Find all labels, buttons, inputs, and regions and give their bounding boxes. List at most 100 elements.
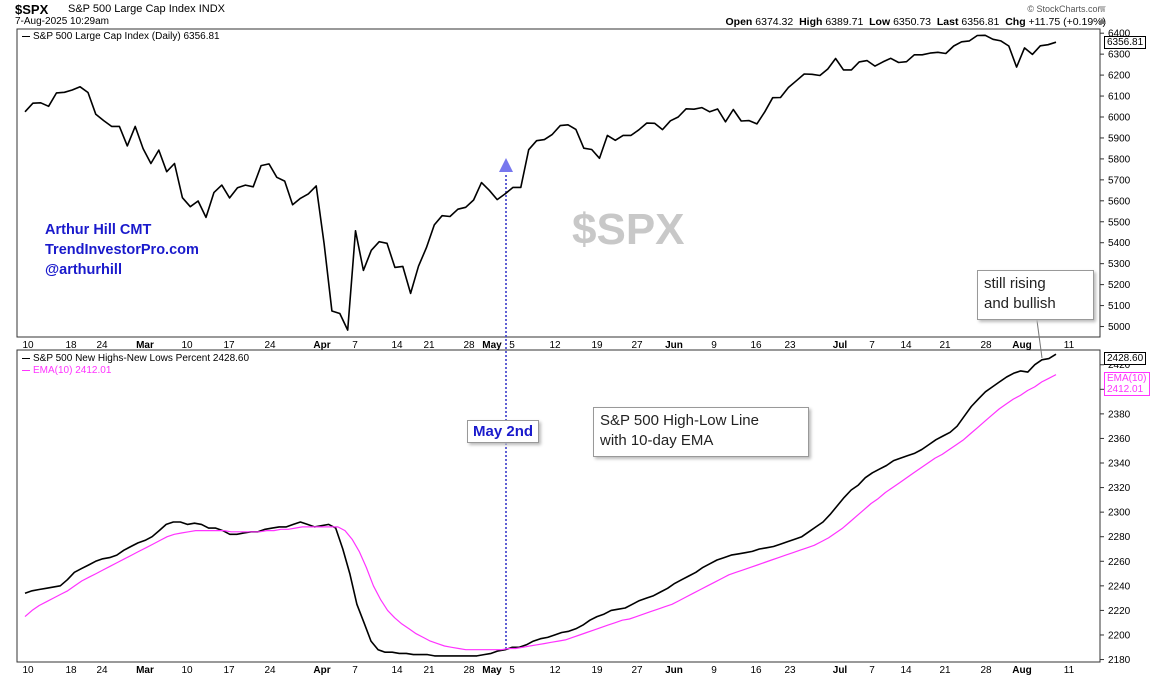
panel-border bbox=[16, 349, 1101, 663]
legend-line-icon bbox=[22, 35, 30, 37]
x-tick-label: 21 bbox=[423, 665, 435, 675]
last-value: 6356.81 bbox=[961, 16, 1000, 28]
y-tick-label: 6300 bbox=[1108, 50, 1131, 61]
source-link[interactable]: © StockCharts.com bbox=[1027, 4, 1105, 14]
highlow-x-axis: 10 18 24 Mar 10 17 24 Apr 7 14 21 28 May 5 12 19 27 Jun 9 1… bbox=[22, 665, 1074, 675]
still-rising-line2: and bullish bbox=[984, 295, 1056, 312]
scroll-up-icon[interactable] bbox=[1098, 6, 1106, 12]
x-tick-label: 17 bbox=[223, 665, 235, 675]
low-label: Low bbox=[869, 16, 891, 28]
scroll-down-icon[interactable] bbox=[1098, 18, 1106, 24]
x-tick-label: 16 bbox=[750, 665, 762, 675]
highlow-line-note: S&P 500 High-Low Line with 10-day EMA bbox=[593, 407, 809, 457]
y-tick-label: 5700 bbox=[1108, 175, 1131, 186]
x-tick-label: 18 bbox=[65, 665, 77, 675]
x-tick-label: 7 bbox=[352, 665, 358, 675]
x-tick-label: Aug bbox=[1012, 340, 1031, 351]
y-tick-label: 2420 bbox=[1108, 360, 1131, 371]
low-value: 6350.73 bbox=[893, 16, 932, 28]
chg-value: +11.75 (+0.19%) bbox=[1028, 16, 1106, 28]
x-tick-label: 21 bbox=[423, 340, 435, 351]
y-tick-label: 6200 bbox=[1108, 71, 1131, 82]
credit-handle: @arthurhill bbox=[45, 262, 122, 278]
x-tick-label: Apr bbox=[313, 340, 330, 351]
may-2nd-marker-line bbox=[499, 158, 513, 650]
ohlc-readout: Open 6374.32 High 6389.71 Low 6350.73 La… bbox=[726, 16, 1107, 28]
credit-author: Arthur Hill CMT bbox=[45, 222, 152, 238]
ema-series bbox=[24, 374, 1057, 651]
x-tick-label: 14 bbox=[900, 340, 912, 351]
y-tick-label: 5400 bbox=[1108, 238, 1131, 249]
open-label: Open bbox=[725, 16, 753, 28]
x-tick-label: Mar bbox=[136, 665, 154, 675]
highlow-last-value-box: 2428.60 bbox=[1104, 352, 1147, 365]
index-name: S&P 500 Large Cap Index INDX bbox=[68, 3, 225, 15]
x-tick-label: 28 bbox=[980, 665, 992, 675]
x-tick-label: 9 bbox=[711, 665, 717, 675]
x-tick-label: 11 bbox=[1064, 340, 1075, 351]
x-tick-label: 5 bbox=[509, 340, 515, 351]
panel-border bbox=[16, 28, 1101, 338]
x-tick-label: 21 bbox=[939, 665, 951, 675]
y-tick-label: 2300 bbox=[1108, 508, 1131, 519]
price-panel-title: S&P 500 Large Cap Index (Daily) 6356.81 bbox=[33, 31, 220, 42]
y-tick-label: 5200 bbox=[1108, 280, 1131, 291]
price-x-axis: 10 18 24 Mar 10 17 24 Apr 7 14 21 28 May 5 12 19 27 Jun 9 1… bbox=[22, 340, 1074, 351]
x-tick-label: 27 bbox=[631, 340, 643, 351]
y-tick-label: 6400 bbox=[1108, 29, 1131, 40]
price-line bbox=[24, 34, 1057, 331]
ema-legend-label: EMA(10) 2412.01 bbox=[33, 365, 112, 376]
x-tick-label: 23 bbox=[784, 340, 796, 351]
y-tick-label: 2340 bbox=[1108, 459, 1131, 470]
highlow-note-line1: S&P 500 High-Low Line bbox=[600, 412, 759, 429]
x-tick-label: 10 bbox=[22, 665, 34, 675]
y-tick-label: 2360 bbox=[1108, 434, 1131, 445]
ticker-watermark: $SPX bbox=[572, 205, 685, 254]
x-tick-label: 18 bbox=[65, 340, 77, 351]
x-tick-label: Mar bbox=[136, 340, 154, 351]
y-tick-label: 2220 bbox=[1108, 606, 1131, 617]
open-value: 6374.32 bbox=[755, 16, 794, 28]
y-tick-label: 2180 bbox=[1108, 655, 1131, 666]
ema-last-value-box: EMA(10) 2412.01 bbox=[1104, 372, 1150, 396]
y-tick-label: 2200 bbox=[1108, 630, 1131, 641]
price-series bbox=[24, 34, 1057, 331]
y-tick-label: 2320 bbox=[1108, 483, 1131, 494]
x-tick-label: 28 bbox=[463, 340, 475, 351]
x-tick-label: 10 bbox=[181, 340, 193, 351]
x-tick-label: Jul bbox=[833, 665, 848, 675]
exchange-label: INDX bbox=[198, 3, 225, 15]
price-legend: S&P 500 Large Cap Index (Daily) 6356.81 bbox=[22, 31, 220, 42]
ema-line bbox=[24, 374, 1057, 651]
price-last-value-box: 6356.81 bbox=[1104, 36, 1147, 49]
y-tick-label: 5100 bbox=[1108, 301, 1131, 312]
highlow-line bbox=[24, 353, 1057, 657]
ticker-symbol: $SPX bbox=[15, 2, 49, 17]
high-value: 6389.71 bbox=[825, 16, 864, 28]
x-tick-label: 10 bbox=[22, 340, 34, 351]
x-tick-label: Jun bbox=[665, 665, 683, 675]
y-tick-label: 2260 bbox=[1108, 557, 1131, 568]
chart-date: 7-Aug-2025 10:29am bbox=[15, 16, 109, 27]
y-tick-label: 5900 bbox=[1108, 133, 1131, 144]
x-tick-label: 7 bbox=[869, 340, 875, 351]
y-tick-label: 6100 bbox=[1108, 92, 1131, 103]
x-tick-label: 24 bbox=[264, 665, 276, 675]
index-name-text: S&P 500 Large Cap Index bbox=[68, 3, 196, 15]
x-tick-label: 9 bbox=[711, 340, 717, 351]
highlow-note-line2: with 10-day EMA bbox=[600, 432, 714, 449]
x-tick-label: 24 bbox=[96, 665, 108, 675]
x-tick-label: 14 bbox=[391, 665, 403, 675]
x-tick-label: Apr bbox=[313, 665, 330, 675]
x-tick-label: 17 bbox=[223, 340, 235, 351]
x-tick-label: 7 bbox=[869, 665, 875, 675]
x-tick-label: 19 bbox=[591, 340, 603, 351]
x-tick-label: 28 bbox=[980, 340, 992, 351]
y-tick-label: 6000 bbox=[1108, 113, 1131, 124]
x-tick-label: Jul bbox=[833, 340, 848, 351]
still-rising-pointer bbox=[1035, 312, 1043, 359]
high-label: High bbox=[799, 16, 823, 28]
ema-legend: EMA(10) 2412.01 bbox=[22, 365, 111, 376]
x-tick-label: May bbox=[482, 665, 502, 675]
